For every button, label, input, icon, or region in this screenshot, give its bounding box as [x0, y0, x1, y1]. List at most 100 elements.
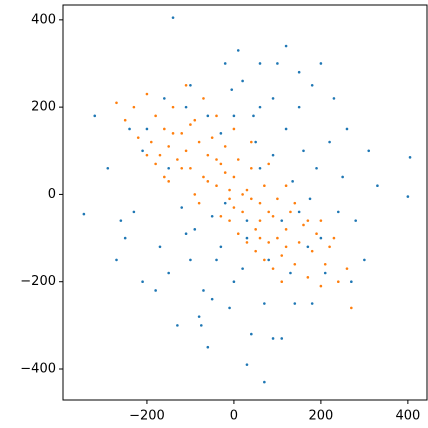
point [241, 267, 244, 270]
point [230, 88, 234, 91]
point [271, 153, 275, 157]
y-tick-label: 200 [31, 100, 56, 115]
point [328, 245, 331, 249]
point [180, 206, 184, 209]
point [293, 262, 297, 266]
point [267, 258, 271, 262]
point [254, 249, 257, 253]
x-tick-label: −200 [129, 409, 165, 424]
point [280, 254, 284, 257]
point [332, 236, 336, 240]
point [158, 153, 162, 157]
point [245, 219, 249, 222]
point [236, 232, 240, 236]
point [228, 197, 231, 201]
point [297, 241, 301, 244]
point [141, 280, 144, 284]
point [252, 114, 255, 118]
point [315, 166, 318, 170]
point [197, 201, 201, 205]
point [163, 97, 166, 100]
point [123, 236, 127, 240]
point [215, 158, 218, 161]
point [271, 214, 275, 218]
point [163, 175, 166, 179]
point [184, 105, 188, 109]
point [136, 136, 140, 139]
point [141, 149, 144, 153]
point [232, 114, 236, 118]
x-tick-label: 0 [230, 409, 238, 424]
point [250, 166, 253, 170]
point [267, 210, 271, 214]
point [350, 280, 353, 284]
point [115, 258, 118, 262]
point [250, 197, 253, 201]
point [276, 62, 279, 65]
point [193, 228, 197, 231]
point [167, 271, 170, 275]
point [284, 127, 288, 131]
point [345, 267, 349, 270]
point [145, 92, 149, 96]
point [128, 127, 131, 131]
point [232, 175, 236, 179]
x-tick-label: 400 [395, 409, 420, 424]
point [232, 127, 236, 131]
point [189, 258, 192, 262]
point [280, 337, 284, 340]
point [236, 158, 240, 161]
point [132, 210, 136, 214]
point [336, 280, 340, 284]
point [223, 171, 227, 174]
point [254, 140, 257, 144]
point [254, 228, 257, 231]
point [306, 245, 310, 249]
point [306, 219, 310, 222]
point [171, 16, 175, 19]
point [197, 140, 201, 144]
point [354, 219, 357, 222]
point [189, 84, 192, 87]
point [158, 245, 162, 249]
point [258, 166, 262, 170]
point [319, 236, 323, 240]
point [219, 162, 223, 166]
point [350, 306, 353, 310]
point [328, 140, 331, 144]
point [408, 156, 412, 159]
point [228, 306, 231, 310]
point [271, 337, 275, 340]
point [171, 105, 175, 109]
point [289, 210, 292, 214]
point [210, 136, 214, 139]
point [119, 219, 123, 222]
point [215, 114, 218, 118]
x-tick-label: 200 [308, 409, 333, 424]
point [267, 162, 271, 166]
point [145, 127, 149, 131]
point [245, 241, 249, 244]
point [176, 158, 179, 161]
point [145, 153, 149, 157]
point [276, 197, 279, 201]
point [241, 210, 244, 214]
y-tick-label: −400 [20, 362, 56, 377]
point [263, 258, 266, 262]
point [250, 140, 253, 144]
point [280, 280, 284, 284]
point [258, 219, 262, 222]
point [189, 123, 192, 126]
point [163, 127, 166, 131]
point [154, 289, 157, 292]
point [123, 118, 127, 122]
point [267, 241, 271, 244]
point [289, 271, 292, 275]
point [223, 145, 227, 148]
point [302, 223, 305, 227]
point [263, 302, 266, 305]
y-tick-label: 400 [31, 12, 56, 27]
point [93, 114, 97, 118]
point [180, 132, 184, 135]
